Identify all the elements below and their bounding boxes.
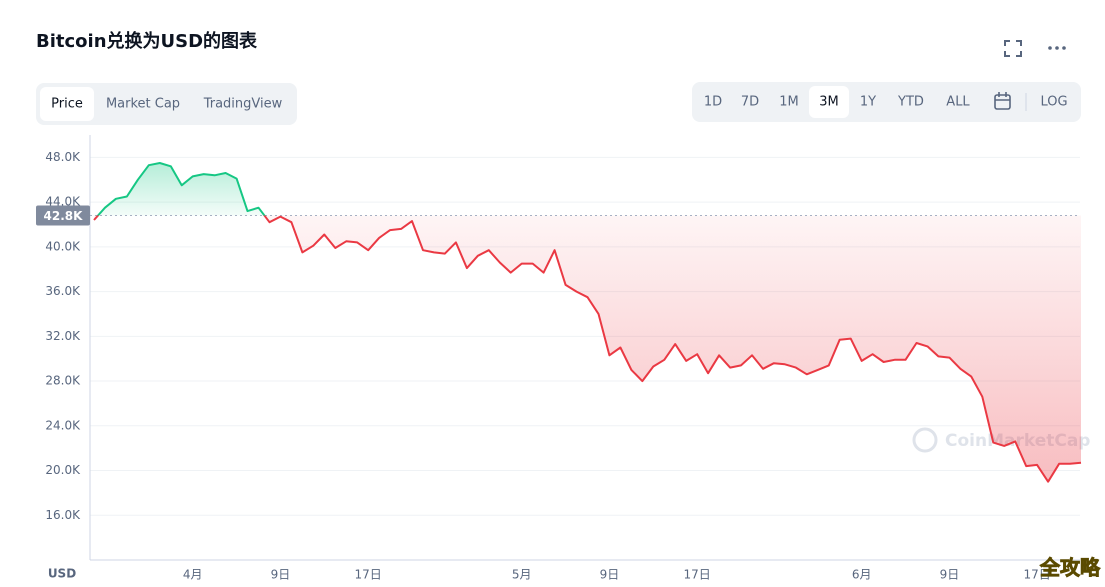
watermark-logo: [912, 427, 938, 453]
range-button[interactable]: 7D: [741, 95, 759, 110]
tab[interactable]: Market Cap: [106, 97, 180, 112]
y-axis-label: USD: [48, 567, 76, 581]
y-tick-label: 32.0K: [45, 329, 81, 343]
y-tick-label: 24.0K: [45, 418, 81, 432]
x-tick-label: 17日: [355, 568, 382, 582]
y-tick-label: 28.0K: [45, 374, 81, 388]
range-active-bg: [809, 86, 849, 118]
x-tick-label: 9日: [271, 568, 291, 582]
range-button[interactable]: 1Y: [860, 95, 876, 110]
x-tick-label: 17日: [1023, 568, 1050, 582]
x-tick-label: 4月: [183, 568, 203, 582]
range-button[interactable]: 1M: [779, 95, 799, 110]
tab[interactable]: Price: [51, 97, 83, 112]
range-button[interactable]: YTD: [897, 95, 924, 110]
y-tick-label: 16.0K: [45, 508, 81, 522]
more-icon[interactable]: [1048, 46, 1066, 50]
tab[interactable]: TradingView: [203, 97, 283, 112]
log-button[interactable]: LOG: [1040, 95, 1067, 110]
x-tick-label: 6月: [852, 568, 872, 582]
area: [94, 163, 1081, 482]
tab-active-bg: [40, 87, 94, 121]
x-tick-label: 5月: [512, 568, 532, 582]
range-button[interactable]: 1D: [704, 95, 722, 110]
y-tick-label: 48.0K: [45, 150, 81, 164]
reference-label: 42.8K: [44, 209, 84, 223]
range-group: [692, 82, 1081, 122]
y-tick-label: 44.0K: [45, 195, 81, 209]
corner-mark: 全攻略: [1039, 556, 1101, 580]
y-tick-label: 40.0K: [45, 239, 81, 253]
x-tick-label: 9日: [600, 568, 620, 582]
y-tick-label: 20.0K: [45, 463, 81, 477]
y-tick-label: 36.0K: [45, 284, 81, 298]
page-title: Bitcoin兑换为USD的图表: [36, 30, 258, 52]
tab-group: [36, 83, 297, 125]
price-line: [93, 162, 1082, 483]
calendar-icon[interactable]: [994, 92, 1011, 110]
range-button[interactable]: ALL: [946, 95, 970, 110]
x-tick-label: 17日: [684, 568, 711, 582]
range-button[interactable]: 3M: [819, 95, 839, 110]
reference-label-bg: [36, 205, 90, 226]
expand-icon[interactable]: [1004, 40, 1022, 57]
x-tick-label: 9日: [940, 568, 960, 582]
